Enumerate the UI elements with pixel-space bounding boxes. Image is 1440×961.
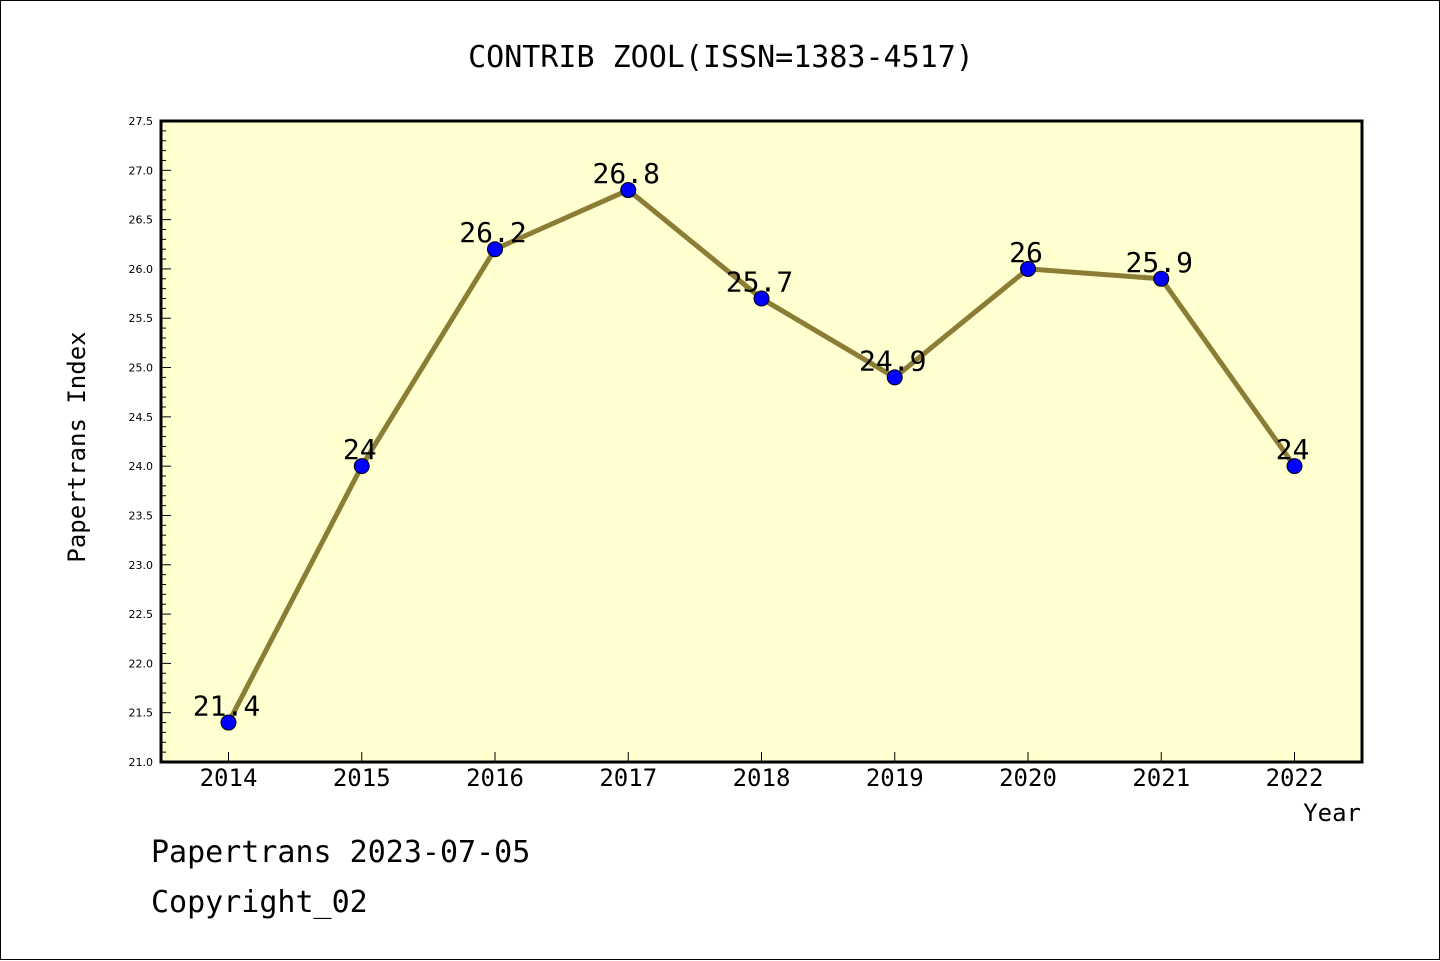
series: [220, 182, 1303, 731]
x-tick-label: 2015: [333, 764, 391, 792]
x-tick-label: 2019: [866, 764, 924, 792]
data-point: [753, 290, 770, 307]
y-tick-label: 27.0: [129, 164, 154, 177]
footer-date: Papertrans 2023-07-05: [151, 835, 531, 870]
x-tick-label: 2018: [733, 764, 791, 792]
data-label: 26: [1009, 236, 1043, 269]
x-tick-label: 2017: [599, 764, 657, 792]
footer-copyright: Copyright_02: [151, 885, 368, 920]
data-point: [620, 182, 637, 199]
y-tick-label: 21.0: [129, 756, 154, 769]
y-tick-label: 24.5: [129, 411, 154, 424]
data-point: [1153, 270, 1170, 287]
x-tick-label: 2021: [1132, 764, 1190, 792]
y-tick-label: 23.5: [129, 509, 154, 522]
plot-area: [159, 119, 1364, 764]
y-tick-label: 27.5: [129, 115, 154, 128]
data-label: 24: [1276, 433, 1310, 466]
data-label: 25.7: [726, 266, 793, 299]
data-label: 26.8: [593, 157, 660, 190]
data-label: 26.2: [459, 216, 526, 249]
y-tick-label: 22.0: [129, 657, 154, 670]
data-label: 25.9: [1126, 246, 1193, 279]
y-axis: 21.0 21.5 22.0 22.5 23.0 23.5 24.0 24.5 25.0 25.5…: [129, 115, 171, 769]
data-labels: 21.4 24 26.2 26.8 25.7 24.9 26 25.9 24: [193, 157, 1310, 723]
x-tick-label: 2014: [200, 764, 258, 792]
x-tick-label: 2022: [1266, 764, 1324, 792]
y-tick-label: 25.5: [129, 312, 154, 325]
data-point: [1286, 458, 1303, 475]
chart-title: CONTRIB ZOOL(ISSN=1383-4517): [468, 40, 974, 75]
y-tick-label: 25.0: [129, 362, 154, 375]
y-tick-label: 23.0: [129, 559, 154, 572]
x-tick-label: 2016: [466, 764, 524, 792]
data-point: [220, 714, 237, 731]
x-axis: 2014 2015 2016 2017 2018 2019 2020 2021 2022: [200, 752, 1324, 792]
data-point: [886, 369, 903, 386]
data-point: [353, 458, 370, 475]
y-tick-label: 24.0: [129, 460, 154, 473]
data-point: [1020, 260, 1036, 277]
data-label: 24: [343, 433, 377, 466]
data-label: 21.4: [193, 690, 260, 723]
y-tick-label: 26.0: [129, 263, 154, 276]
data-point: [487, 241, 503, 258]
y-axis-label: Papertrans Index: [63, 331, 91, 562]
data-label: 24.9: [859, 344, 926, 377]
y-tick-label: 26.5: [129, 214, 154, 227]
y-tick-label: 21.5: [129, 707, 154, 720]
x-axis-label: Year: [1303, 799, 1361, 827]
x-tick-label: 2020: [999, 764, 1057, 792]
y-tick-label: 22.5: [129, 608, 154, 621]
